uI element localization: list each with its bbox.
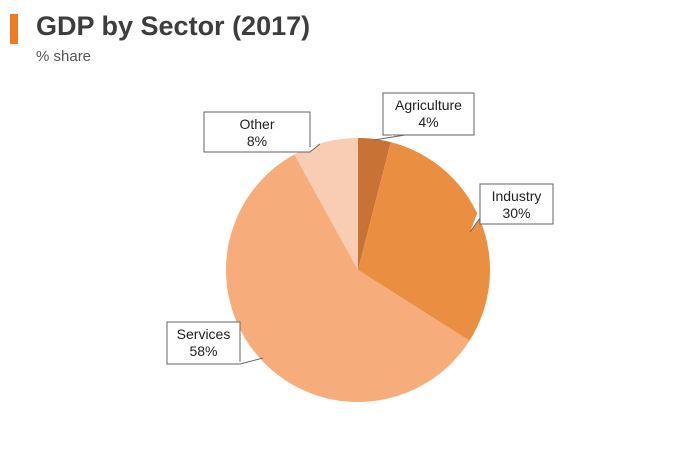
callout-box bbox=[166, 321, 241, 365]
slice-value-label: 4% bbox=[418, 114, 438, 130]
pie-slice-industry bbox=[358, 142, 490, 341]
slice-value-label: 58% bbox=[189, 343, 217, 359]
pie-slice-other bbox=[294, 138, 358, 270]
callout-pointer-outline bbox=[228, 357, 264, 365]
slice-value-label: 8% bbox=[247, 133, 267, 149]
chart-title: GDP by Sector (2017) bbox=[36, 11, 311, 41]
chart-subtitle: % share bbox=[36, 48, 92, 65]
callout-pointer-outline bbox=[373, 134, 406, 141]
pie-slices bbox=[226, 138, 490, 402]
callout-pointer bbox=[296, 144, 320, 152]
callout-box bbox=[382, 92, 475, 136]
slice-value-label: 30% bbox=[502, 205, 530, 221]
pie-slice-agriculture bbox=[358, 138, 391, 270]
title-accent-bar bbox=[10, 14, 18, 44]
callout-pointer bbox=[470, 206, 480, 232]
pie-slice-services bbox=[226, 154, 470, 402]
slice-label: Services bbox=[177, 326, 231, 342]
callout-pointer-outline bbox=[296, 143, 321, 153]
slice-label: Other bbox=[239, 116, 274, 132]
callout-pointer-outline bbox=[469, 206, 481, 233]
callout-pointer bbox=[228, 358, 263, 364]
callout-box bbox=[203, 111, 311, 153]
slice-label: Industry bbox=[492, 188, 542, 204]
callout-box bbox=[479, 183, 554, 225]
slice-label: Agriculture bbox=[395, 97, 462, 113]
